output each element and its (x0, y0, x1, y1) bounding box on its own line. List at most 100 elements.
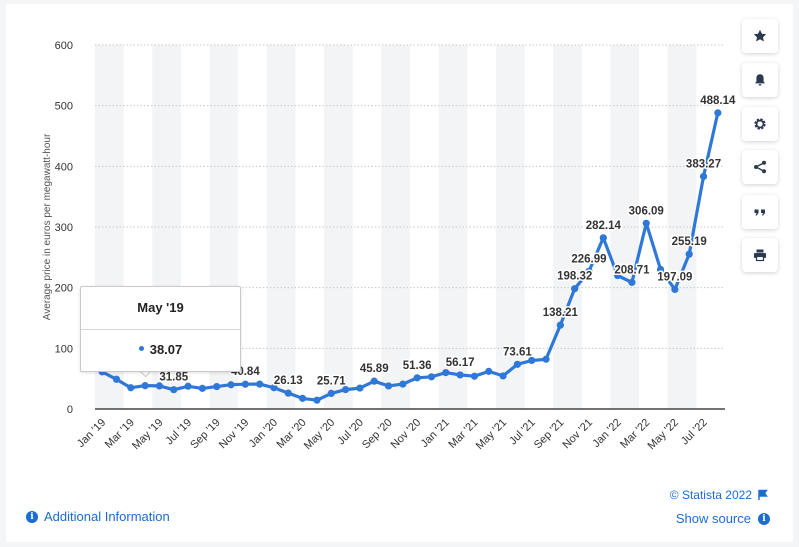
data-point (299, 394, 307, 402)
data-point (571, 285, 579, 293)
data-point (155, 382, 164, 390)
x-tick-label: May '22 (646, 417, 681, 452)
copyright-link[interactable]: © Statista 2022 (670, 488, 769, 502)
data-point (427, 373, 436, 381)
data-point (413, 374, 421, 382)
data-point (356, 384, 364, 392)
data-point (327, 389, 335, 398)
y-tick-label: 100 (55, 343, 73, 355)
x-tick-label: Nov '21 (560, 417, 595, 452)
data-label: 197.09 (657, 271, 692, 283)
data-point (556, 321, 564, 329)
data-point (699, 172, 708, 181)
share-button[interactable] (742, 150, 778, 184)
print-button[interactable] (742, 238, 778, 272)
data-point (284, 389, 292, 397)
data-label: 282.14 (586, 220, 622, 232)
data-label: 31.85 (159, 372, 188, 384)
additional-information-link[interactable]: i Additional Information (26, 509, 170, 524)
data-label: 488.14 (700, 95, 736, 107)
data-point (256, 380, 264, 388)
info-icon: i (26, 510, 38, 523)
tooltip-value-row: 38.07 (81, 330, 240, 370)
additional-information-label: Additional Information (44, 509, 170, 524)
data-point (141, 382, 149, 390)
data-label: 51.36 (403, 360, 432, 372)
x-tick-label: Nov '20 (389, 417, 424, 452)
data-point (270, 384, 278, 392)
data-point (599, 234, 607, 242)
tooltip-value: 38.07 (149, 342, 183, 357)
data-point (656, 265, 665, 274)
data-label: 45.89 (360, 363, 389, 375)
series-dot-icon (138, 346, 144, 352)
y-tick-label: 400 (55, 161, 73, 173)
favorite-button[interactable] (742, 19, 778, 53)
data-point (499, 372, 507, 380)
data-label: 138.21 (543, 307, 579, 319)
data-point (341, 385, 350, 394)
quote-icon (754, 209, 765, 216)
notification-button[interactable] (742, 63, 778, 97)
data-point (170, 386, 178, 394)
data-point (614, 271, 622, 280)
data-point (127, 384, 135, 392)
data-label: 73.61 (503, 346, 532, 358)
data-label: 56.17 (446, 357, 475, 369)
x-tick-label: Nov '19 (217, 417, 252, 452)
data-label: 226.99 (571, 253, 606, 265)
y-tick-label: 300 (55, 222, 73, 234)
y-tick-label: 200 (55, 283, 73, 295)
data-point (642, 219, 650, 227)
line-chart: 0 100 200 300 400 500 600 Average price in euro… (42, 40, 738, 452)
y-axis-title: Average price in euros per megawatt-hour (42, 133, 53, 320)
background-band (667, 45, 697, 409)
data-point (714, 109, 722, 117)
x-tick-label: May '21 (474, 417, 509, 452)
gear-icon (754, 118, 766, 130)
x-tick-label: Jan '20 (247, 417, 280, 450)
data-point (628, 278, 636, 286)
info-icon: i (758, 512, 770, 525)
x-tick-label: Jan '19 (75, 417, 108, 450)
data-point (470, 372, 479, 380)
data-point (585, 267, 593, 275)
data-point (542, 355, 550, 363)
star-icon (753, 29, 767, 42)
data-label: 306.09 (629, 205, 664, 217)
data-point (370, 377, 378, 385)
data-point (671, 285, 679, 294)
data-label: 383.27 (686, 158, 721, 170)
x-tick-label: May '20 (302, 417, 337, 452)
data-point (227, 381, 235, 389)
data-label: 198.32 (557, 271, 592, 283)
data-point (528, 356, 536, 365)
data-point (685, 250, 693, 258)
x-tick-label: Sep '19 (188, 417, 223, 452)
share-icon (754, 160, 766, 174)
data-point (399, 380, 407, 388)
data-point (513, 360, 521, 368)
data-label: 208.71 (614, 264, 650, 276)
data-point (198, 384, 206, 392)
x-tick-label: Jan '22 (590, 417, 623, 450)
show-source-link[interactable]: Show source i (676, 511, 770, 526)
show-source-label: Show source (675, 511, 751, 526)
data-label: 26.13 (274, 375, 303, 387)
x-tick-label: Sep '20 (360, 417, 395, 452)
data-point (213, 382, 221, 391)
bell-icon (755, 74, 765, 86)
data-point (442, 369, 450, 377)
data-point (384, 382, 393, 390)
x-tick-label: Jul '22 (679, 417, 710, 448)
settings-button[interactable] (742, 107, 778, 141)
x-tick-label: Jan '21 (419, 417, 452, 450)
tooltip-title: May '19 (81, 287, 240, 330)
y-tick-label: 0 (67, 404, 73, 416)
data-point (456, 371, 464, 379)
flag-icon (758, 489, 768, 500)
data-label: 25.71 (317, 375, 346, 387)
cite-button[interactable] (742, 195, 778, 229)
print-icon (754, 249, 766, 262)
data-point (313, 396, 321, 404)
